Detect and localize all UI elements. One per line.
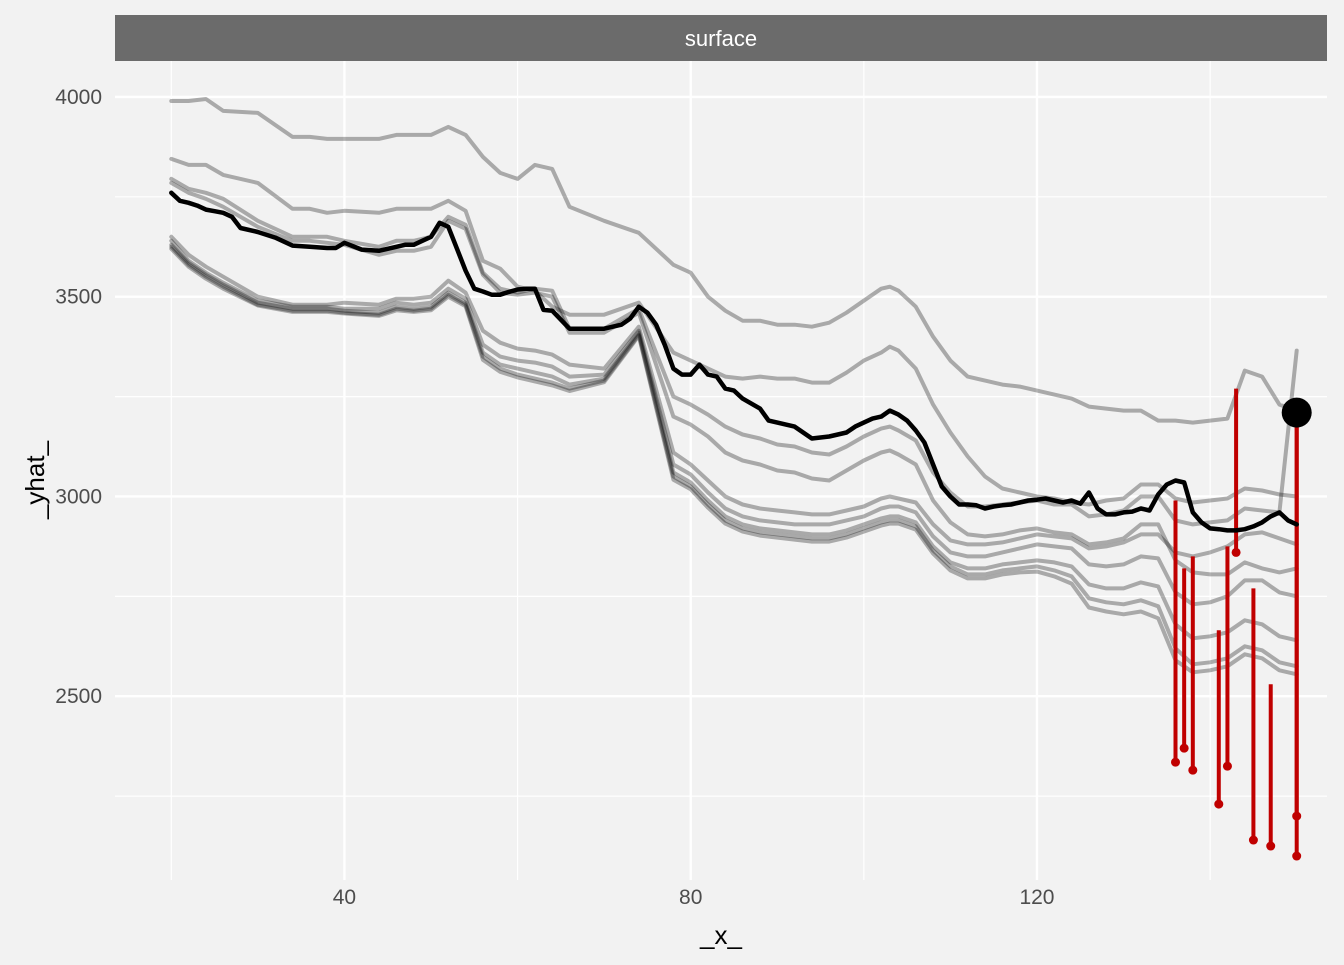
x-tick-label: 80	[679, 886, 702, 909]
ice-line	[169, 244, 1299, 669]
y-tick-label: 2500	[55, 685, 102, 708]
residual-point	[1222, 761, 1232, 771]
x-axis-ticks: 40 80 120	[333, 886, 1055, 909]
facet-strip-label: surface	[685, 26, 757, 51]
residual-point	[1179, 743, 1189, 753]
y-axis-label: _yhat_	[20, 440, 50, 520]
residual-point	[1292, 851, 1302, 861]
residuals	[1171, 388, 1302, 861]
ice-line	[169, 246, 1299, 677]
x-tick-label: 40	[333, 886, 356, 909]
residual-point	[1266, 841, 1276, 851]
x-axis-label: _x_	[699, 920, 742, 950]
ice-line	[169, 242, 1299, 643]
mean-line	[169, 190, 1299, 533]
y-tick-label: 3500	[55, 286, 102, 309]
mean-line-path	[169, 190, 1299, 533]
y-axis-ticks: 2500 3000 3500 4000	[55, 86, 102, 708]
residual-point	[1214, 799, 1224, 809]
residual-point	[1248, 835, 1258, 845]
observation-point	[1281, 397, 1312, 428]
ice-line	[169, 234, 1299, 559]
ice-line	[169, 156, 1299, 507]
grid	[115, 61, 1327, 880]
residual-point	[1171, 757, 1180, 767]
x-tick-label: 120	[1019, 886, 1054, 909]
ice-lines	[169, 97, 1299, 677]
residual-point	[1292, 811, 1302, 821]
ice-line	[169, 238, 1299, 607]
residual-point	[1188, 765, 1198, 775]
y-tick-label: 3000	[55, 485, 102, 508]
ice-line	[169, 180, 1299, 577]
ice-line	[169, 97, 1299, 425]
facet-strip	[115, 15, 1327, 61]
residual-point	[1231, 547, 1241, 557]
observation	[1281, 397, 1312, 428]
y-tick-label: 4000	[55, 86, 102, 109]
